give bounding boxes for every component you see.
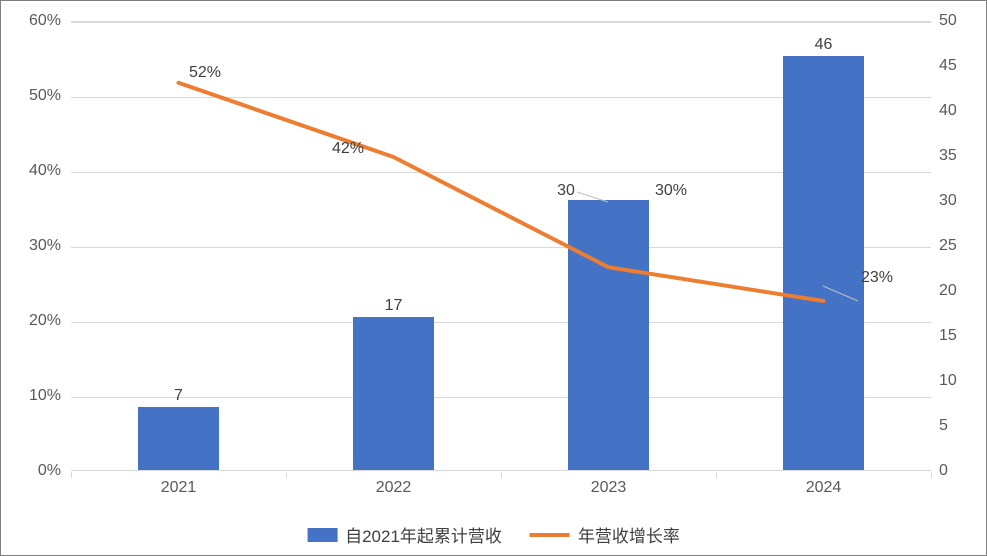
legend-swatch-line	[530, 533, 570, 537]
y-left-tick-0: 0%	[6, 462, 61, 480]
y-left-tick-6: 60%	[6, 12, 61, 30]
legend-item-line: 年营收增长率	[530, 522, 680, 547]
line-label-2024: 23%	[861, 269, 893, 287]
y-right-tick-4: 20	[939, 282, 979, 300]
line-label-2022: 42%	[332, 140, 364, 158]
x-label-2022: 2022	[376, 479, 412, 497]
chart-container: 0% 10% 20% 30% 40% 50% 60% 0 5 10 15 20 …	[0, 0, 987, 556]
plot-area: 7 17 30 46 52% 42% 30% 23%	[71, 21, 931, 471]
legend-label-line: 年营收增长率	[578, 522, 680, 547]
x-tick	[71, 472, 72, 478]
y-right-tick-0: 0	[939, 462, 979, 480]
x-label-2024: 2024	[806, 479, 842, 497]
y-right-tick-2: 10	[939, 372, 979, 390]
y-left-tick-4: 40%	[6, 162, 61, 180]
legend-label-bars: 自2021年起累计营收	[345, 522, 502, 547]
y-right-tick-7: 35	[939, 147, 979, 165]
line-label-2021: 52%	[189, 64, 221, 82]
x-tick	[501, 472, 502, 478]
legend-swatch-bar	[307, 528, 337, 542]
y-right-tick-3: 15	[939, 327, 979, 345]
y-right-tick-9: 45	[939, 57, 979, 75]
legend: 自2021年起累计营收 年营收增长率	[307, 522, 680, 547]
y-right-tick-6: 30	[939, 192, 979, 210]
x-label-2021: 2021	[161, 479, 197, 497]
y-left-tick-2: 20%	[6, 312, 61, 330]
x-tick	[286, 472, 287, 478]
y-right-tick-10: 50	[939, 12, 979, 30]
x-tick	[716, 472, 717, 478]
y-left-tick-3: 30%	[6, 237, 61, 255]
line-series	[71, 22, 931, 470]
y-right-tick-5: 25	[939, 237, 979, 255]
y-right-tick-1: 5	[939, 417, 979, 435]
y-left-tick-5: 50%	[6, 87, 61, 105]
x-tick	[931, 472, 932, 478]
y-left-tick-1: 10%	[6, 387, 61, 405]
x-label-2023: 2023	[591, 479, 627, 497]
y-right-tick-8: 40	[939, 102, 979, 120]
line-label-2023: 30%	[655, 182, 687, 200]
legend-item-bars: 自2021年起累计营收	[307, 522, 502, 547]
